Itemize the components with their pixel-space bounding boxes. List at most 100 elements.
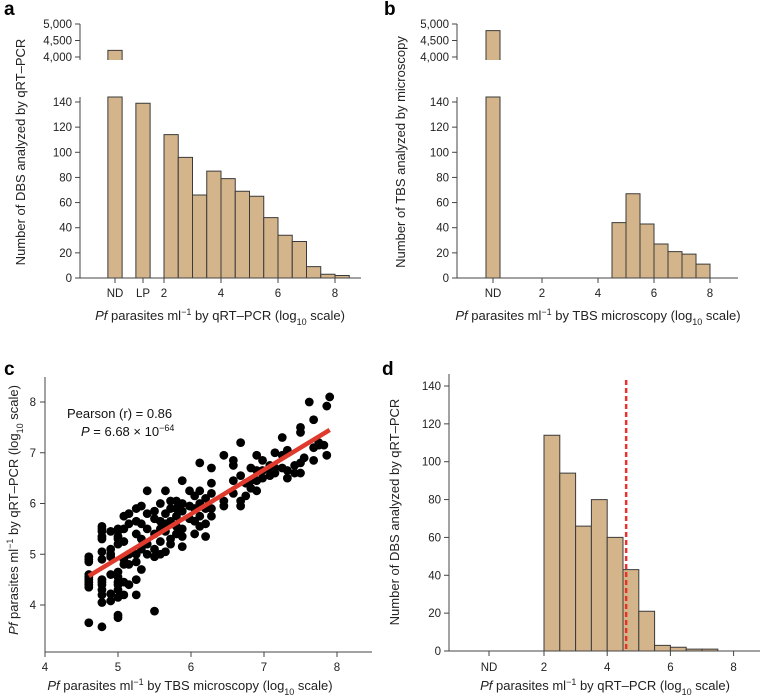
scatter-point: [142, 486, 152, 496]
y-axis-label: Pf parasites ml−1 by qRT–PCR (log10 scal…: [5, 385, 25, 635]
y-tick-label: 4,000: [43, 52, 72, 64]
histogram-bar: [278, 235, 293, 278]
scatter-point: [309, 455, 319, 465]
y-tick-label: 60: [59, 198, 72, 210]
histogram-bar-outline: [638, 610, 656, 651]
x-tick-label: 7: [261, 662, 267, 674]
x-tick-label: 6: [275, 288, 281, 300]
y-tick-label: 40: [436, 223, 449, 235]
y-tick-label: 0: [443, 273, 449, 285]
scatter-point: [282, 466, 292, 475]
scatter-point: [201, 519, 211, 529]
histogram-bar-outline: [291, 241, 307, 278]
histogram-bar: [626, 193, 640, 278]
y-tick-label: 40: [59, 223, 72, 235]
histogram-bar-outline: [622, 569, 640, 651]
scatter-point: [119, 537, 129, 546]
panel-c: 4 5 6 7 8 4 5 6 7 8 Pearson (r) = 0.86 P = 6.68 × 1…: [30, 377, 372, 674]
scatter-point: [236, 471, 246, 480]
panel-letter-a: a: [4, 0, 15, 20]
p-exponent: −64: [159, 423, 174, 433]
scatter-point: [124, 580, 134, 590]
x-axis-label-pre: parasites ml: [468, 308, 542, 323]
x-axis-label-sup: −1: [541, 307, 551, 317]
scatter-point: [219, 496, 229, 506]
y-tick-label: 80: [436, 172, 449, 184]
panel-letter-d: d: [382, 359, 394, 380]
y-axis-label-post: scale): [6, 385, 21, 423]
bar-nd-upper-outline: [485, 30, 501, 60]
y-tick-label: 120: [53, 122, 72, 134]
x-axis-label-sup: −1: [181, 307, 191, 317]
scatter-point: [304, 397, 314, 407]
scatter-point: [136, 519, 146, 529]
x-tick-label: ND: [485, 288, 502, 300]
y-tick-label: 8: [30, 397, 36, 409]
scatter-point: [97, 598, 107, 607]
scatter-point: [150, 606, 159, 616]
scatter-point: [113, 567, 123, 577]
p-symbol: P: [81, 424, 90, 439]
scatter-point: [177, 499, 187, 508]
x-axis-label-italic: Pf: [480, 678, 494, 693]
histogram-bar: [320, 274, 335, 278]
x-tick-label: 6: [651, 288, 657, 300]
p-value-text: = 6.68 × 10: [90, 424, 159, 439]
scatter-point: [150, 506, 159, 516]
y-axis-label-italic: Pf: [6, 621, 21, 635]
scatter-point: [201, 494, 211, 503]
x-axis-label-pre: parasites ml: [107, 308, 181, 323]
histogram-bar: [696, 264, 710, 278]
y-axis-label: Number of DBS analyzed by qRT–PCR: [387, 399, 402, 626]
histogram-bar: [670, 647, 687, 651]
y-axis-label-mid: by qRT–PCR (log: [6, 433, 21, 538]
scatter-point: [113, 610, 123, 620]
x-tick-label: 6: [188, 662, 194, 674]
scatter-point: [177, 506, 187, 516]
x-axis-label-italic: Pf: [455, 308, 469, 323]
y-tick-label: 5,000: [420, 19, 449, 31]
bar-nd-outline: [485, 96, 501, 278]
y-tick-label: 80: [428, 495, 441, 507]
histogram-bar: [178, 157, 193, 278]
histogram-bar: [607, 537, 623, 651]
y-tick-label: 0: [66, 273, 72, 285]
bar-lp-outline: [135, 102, 151, 278]
bar-nd-outline: [107, 96, 123, 278]
scatter-point: [177, 476, 187, 486]
x-axis-label-post: scale): [702, 308, 740, 323]
scatter-point: [142, 549, 152, 559]
histogram-bar: [612, 222, 626, 278]
scatter-point: [207, 504, 216, 513]
histogram-bar: [221, 178, 236, 278]
scatter-point: [236, 438, 246, 447]
y-tick-label: 140: [53, 97, 72, 109]
x-axis-label-post: scale): [307, 308, 345, 323]
scatter-point: [142, 509, 152, 519]
scatter-point: [177, 542, 187, 552]
histogram-bar: [682, 254, 696, 278]
scatter-point: [106, 527, 116, 536]
scatter-point: [252, 486, 262, 496]
x-axis-label: Pf parasites ml−1 by TBS microscopy (log…: [47, 677, 332, 697]
histogram-bar: [638, 611, 655, 651]
scatter-point: [119, 590, 129, 600]
x-axis-label-mid: by TBS microscopy (log: [552, 308, 693, 323]
scatter-point: [252, 450, 262, 460]
scatter-point: [282, 473, 292, 483]
scatter-point: [124, 509, 134, 519]
scatter-point: [195, 511, 205, 521]
scatter-point: [177, 524, 187, 534]
x-axis-label: Pf parasites ml−1 by qRT–PCR (log10 scal…: [95, 307, 345, 327]
scatter-point: [131, 557, 141, 567]
scatter-point: [84, 618, 94, 628]
scatter-point: [97, 575, 107, 585]
scatter-point: [131, 575, 141, 585]
x-axis-label-pre: parasites ml: [60, 678, 134, 693]
pearson-annotation: Pearson (r) = 0.86: [67, 406, 172, 421]
y-tick-label: 7: [30, 448, 36, 460]
x-tick-label: 2: [161, 288, 167, 300]
panel-a: 0 20 40 60 80 100 120 140 4,000 4,500 5,000 ND LP 2 4 6…: [13, 19, 361, 300]
x-axis-label-mid: by TBS microscopy (log: [144, 678, 285, 693]
histogram-bar: [292, 241, 307, 278]
